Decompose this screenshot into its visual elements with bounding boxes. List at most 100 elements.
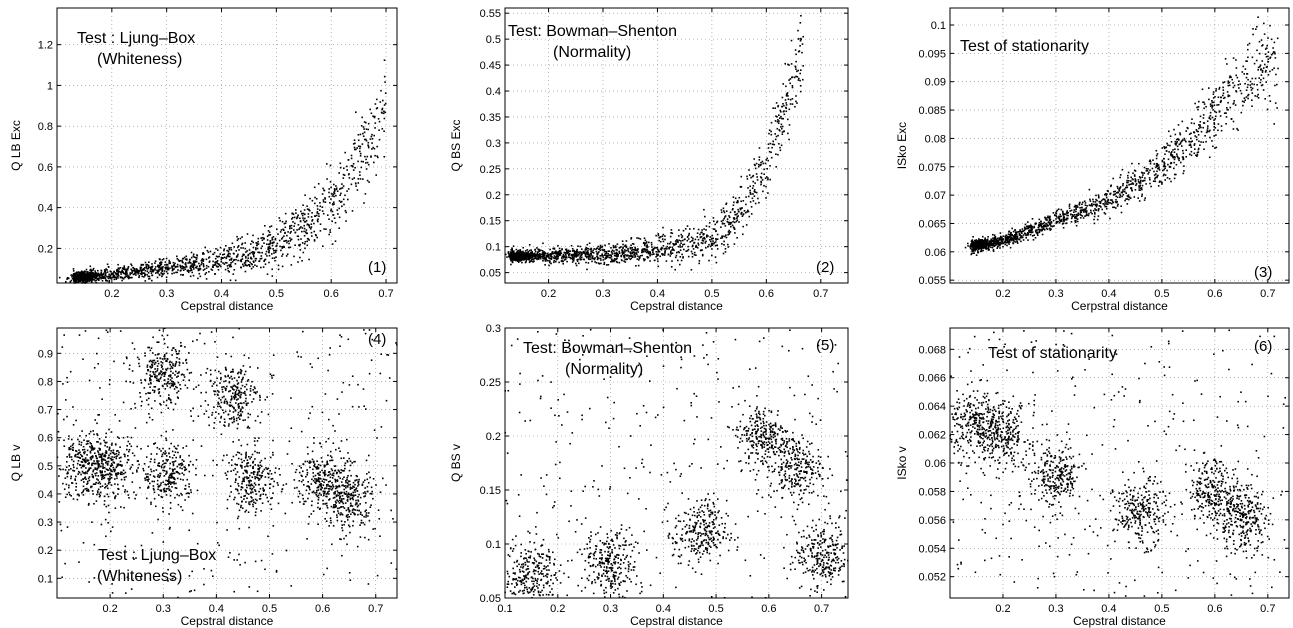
scatter-point — [1189, 143, 1192, 146]
scatter-point — [1006, 239, 1008, 241]
scatter-point — [1144, 177, 1146, 179]
scatter-point — [714, 228, 716, 231]
scatter-point — [779, 117, 781, 119]
scatter-point — [172, 265, 175, 267]
scatter-point — [156, 269, 158, 272]
scatter-point — [758, 156, 761, 158]
scatter-point — [675, 243, 677, 245]
scatter-point — [1243, 73, 1245, 75]
scatter-point — [1265, 55, 1268, 58]
scatter-point — [758, 159, 761, 161]
scatter-point — [1019, 236, 1022, 239]
scatter-point — [1205, 105, 1207, 108]
scatter-point — [157, 269, 160, 272]
scatter-point — [1115, 195, 1117, 198]
scatter-point — [680, 242, 682, 244]
scatter-point — [304, 247, 306, 250]
scatter-point — [1006, 244, 1008, 247]
scatter-point — [111, 277, 113, 279]
scatter-point — [182, 257, 184, 260]
scatter-point — [649, 253, 651, 256]
scatter-point — [322, 200, 325, 203]
scatter-point — [624, 251, 626, 253]
scatter-point — [198, 268, 201, 271]
scatter-point — [687, 255, 690, 258]
scatter-point — [1232, 103, 1235, 105]
scatter-point — [1232, 57, 1235, 59]
scatter-point — [972, 236, 974, 238]
scatter-point — [1039, 224, 1041, 226]
scatter-point — [1164, 167, 1166, 170]
scatter-point — [554, 251, 556, 253]
scatter-point — [1126, 184, 1128, 187]
scatter-point — [168, 259, 170, 262]
scatter-point — [374, 103, 377, 105]
scatter-point — [669, 241, 672, 243]
scatter-point — [372, 115, 375, 118]
scatter-point — [306, 205, 308, 207]
scatter-point — [1011, 239, 1013, 241]
scatter-point — [584, 251, 586, 253]
scatter-point — [582, 251, 585, 253]
scatter-point — [510, 263, 512, 266]
scatter-point — [277, 264, 280, 267]
scatter-point — [95, 279, 98, 282]
scatter-point — [723, 211, 726, 214]
scatter-point — [987, 249, 990, 251]
scatter-point — [658, 239, 660, 242]
scatter-point — [1213, 123, 1216, 125]
scatter-point — [1178, 157, 1180, 160]
scatter-point — [124, 273, 127, 275]
scatter-point — [1113, 190, 1115, 193]
scatter-point — [770, 151, 772, 154]
scatter-point — [1259, 81, 1262, 84]
scatter-point — [282, 253, 284, 256]
scatter-point — [233, 258, 236, 261]
scatter-point — [677, 245, 680, 248]
scatter-point — [572, 259, 575, 261]
scatter-point — [997, 245, 999, 248]
scatter-point — [665, 260, 668, 262]
scatter-point — [556, 255, 558, 257]
scatter-point — [538, 252, 541, 255]
scatter-point — [601, 246, 603, 249]
scatter-point — [711, 248, 713, 250]
scatter-point — [1185, 140, 1187, 143]
scatter-point — [301, 227, 304, 229]
scatter-point — [212, 260, 214, 263]
scatter-point — [756, 176, 758, 178]
scatter-point — [159, 262, 161, 264]
scatter-point — [205, 272, 208, 274]
x-tick-label: 0.6 — [324, 288, 339, 300]
scatter-point — [1084, 208, 1087, 210]
scatter-point — [293, 225, 295, 227]
scatter-point — [281, 238, 283, 240]
scatter-point — [564, 258, 567, 261]
scatter-point — [693, 254, 696, 256]
scatter-point — [1180, 161, 1182, 164]
scatter-point — [736, 217, 738, 220]
scatter-point — [708, 243, 710, 246]
scatter-point — [770, 130, 772, 133]
scatter-point — [283, 229, 285, 231]
scatter-point — [296, 217, 298, 220]
scatter-point — [1116, 205, 1119, 207]
scatter-point — [356, 189, 359, 191]
scatter-point — [316, 236, 318, 239]
scatter-point — [1179, 132, 1181, 134]
scatter-point — [281, 245, 283, 248]
scatter-point — [310, 231, 313, 234]
scatter-point — [1014, 238, 1017, 240]
scatter-point — [1181, 156, 1184, 158]
scatter-point — [289, 237, 291, 239]
scatter-point — [1110, 185, 1112, 188]
scatter-point — [350, 165, 353, 167]
scatter-point — [86, 271, 89, 273]
scatter-point — [252, 260, 255, 263]
scatter-point — [292, 213, 295, 216]
scatter-point — [309, 197, 311, 200]
scatter-point — [514, 256, 516, 258]
scatter-point — [520, 250, 522, 253]
scatter-point — [616, 255, 618, 258]
scatter-point — [1217, 129, 1219, 132]
